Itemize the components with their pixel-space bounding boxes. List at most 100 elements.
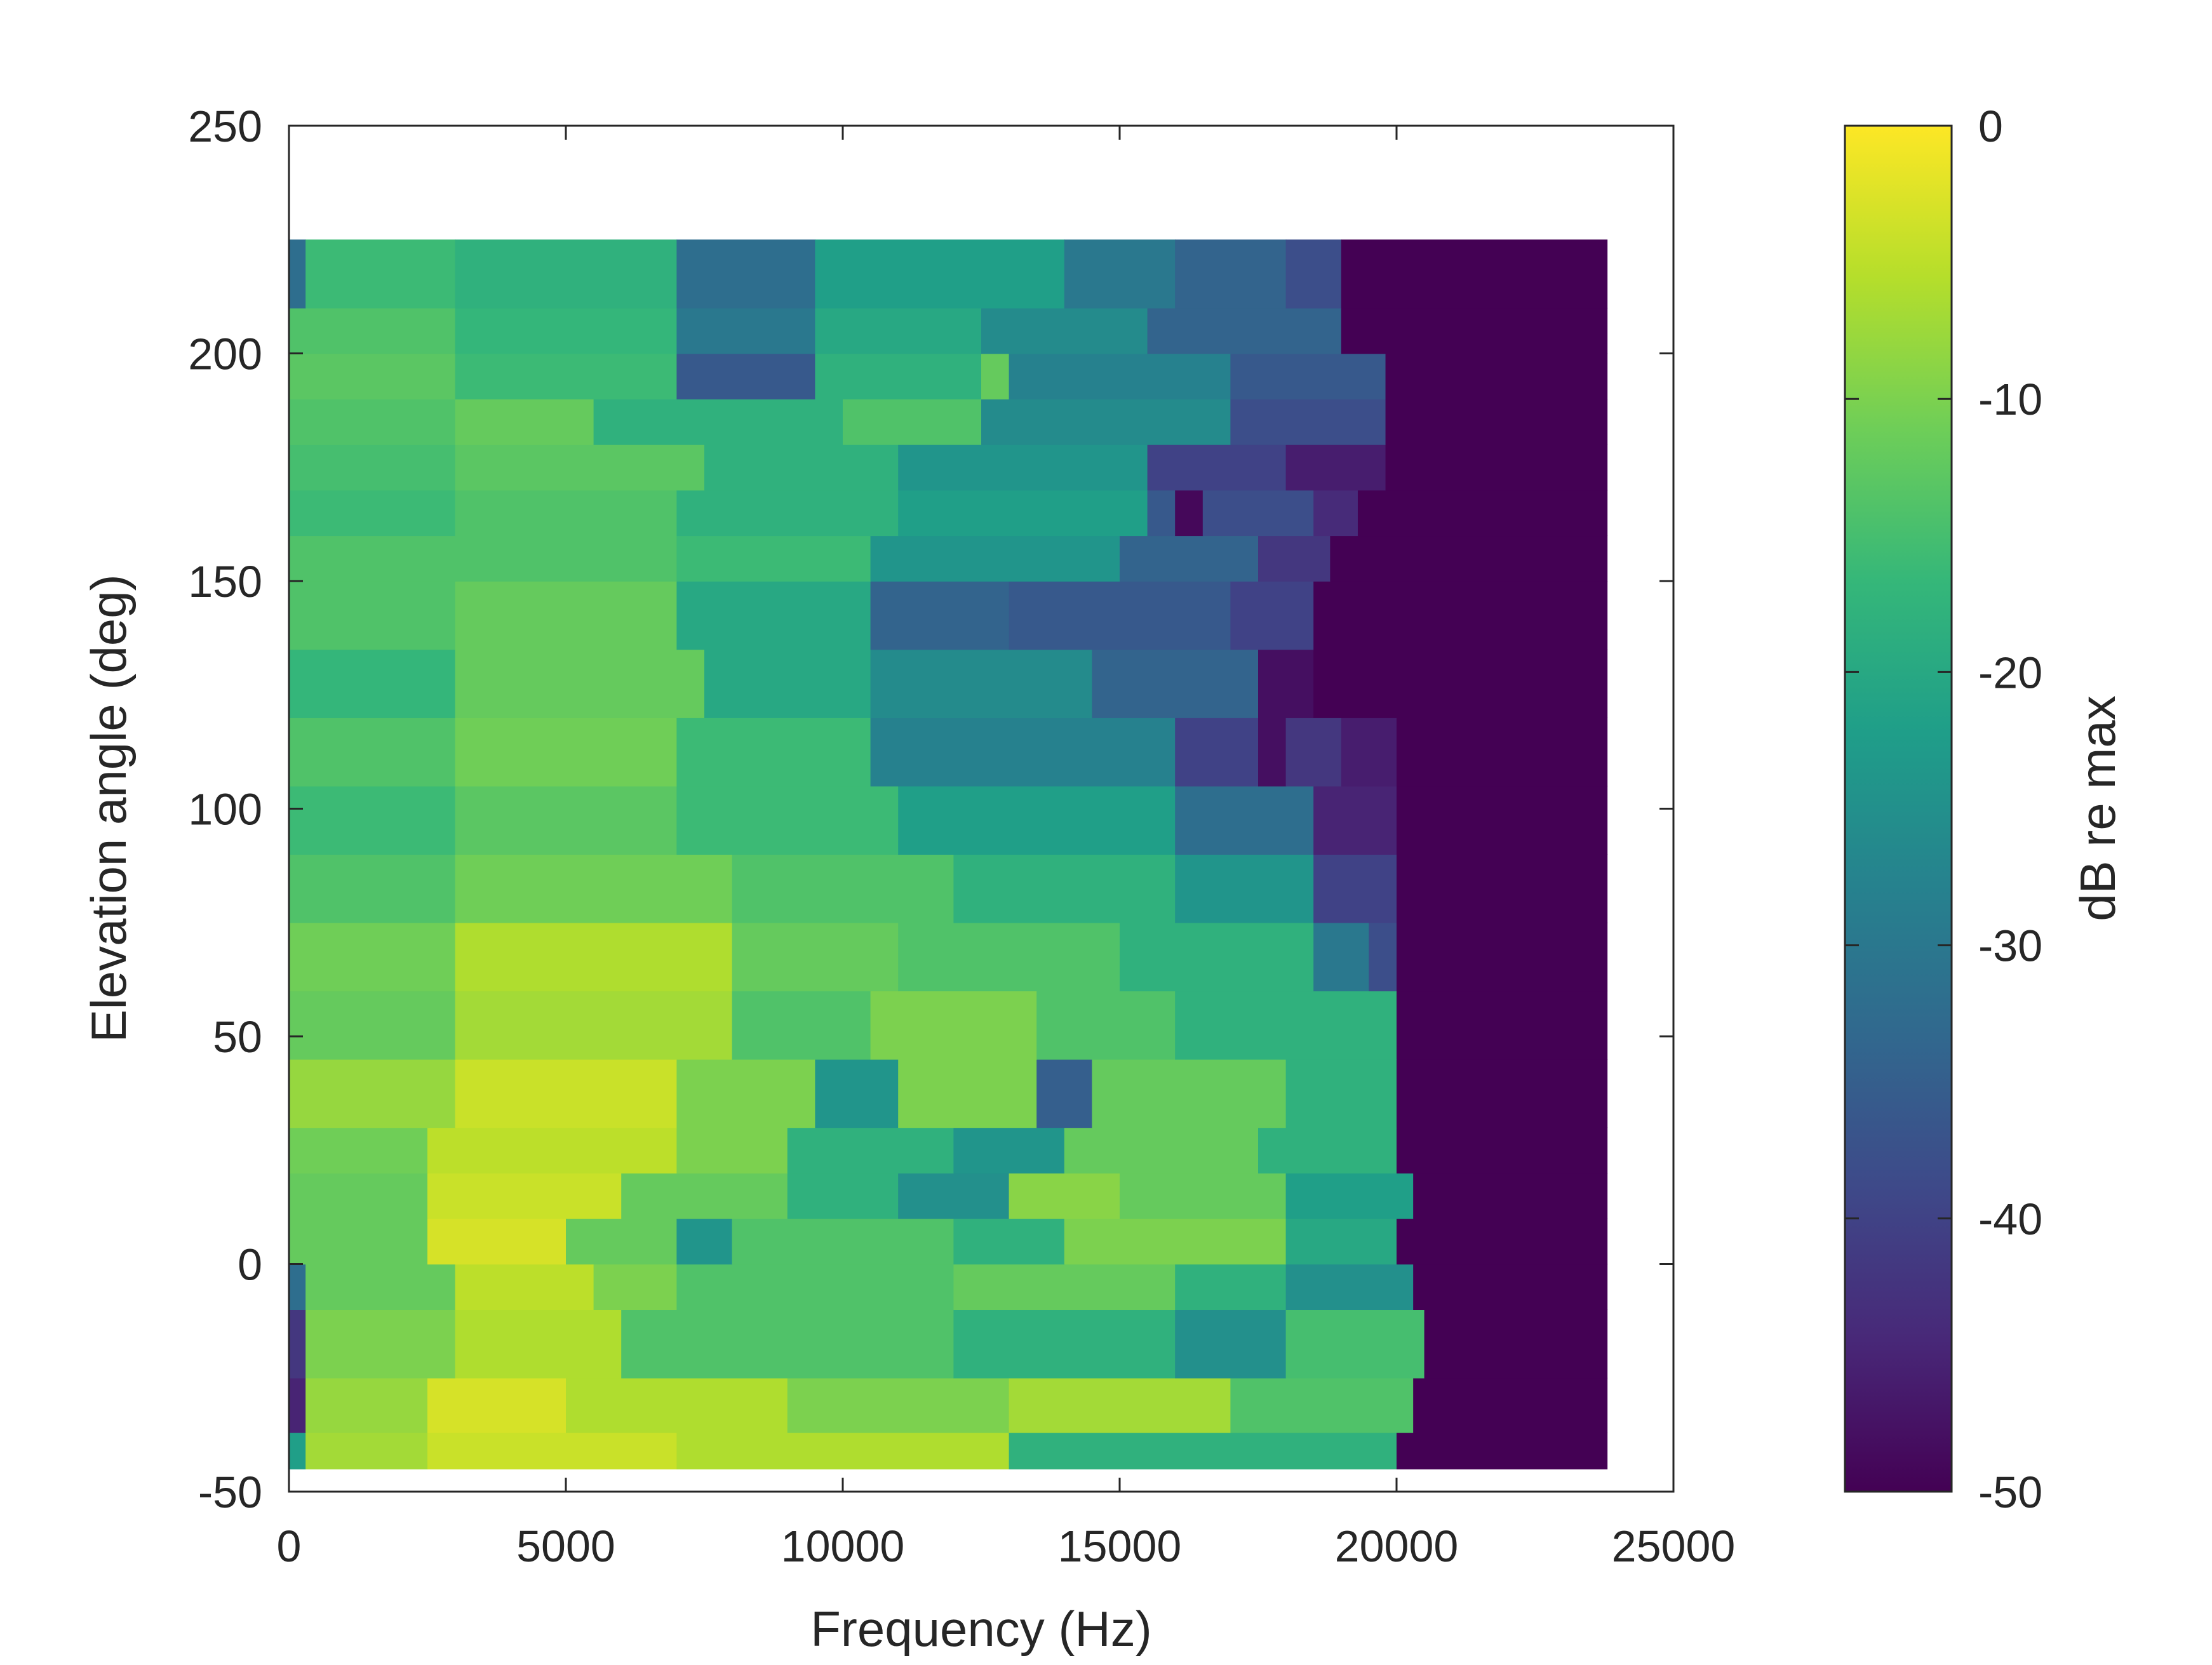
heatmap-cell [953, 1309, 1176, 1379]
heatmap-cell [1285, 1264, 1414, 1310]
heatmap-cell [843, 399, 982, 445]
heatmap-cell [1397, 786, 1608, 855]
heatmap-cell [815, 1059, 899, 1128]
heatmap-cell [676, 239, 816, 309]
heatmap-cell [1285, 1173, 1414, 1219]
colorbar [1844, 124, 1953, 1493]
heatmap-cell [455, 1309, 622, 1379]
heatmap-cell [1092, 1059, 1287, 1128]
heatmap-cell [455, 649, 705, 718]
heatmap-cell [898, 1059, 1037, 1128]
y-tick-label: 0 [238, 1240, 262, 1290]
heatmap-cell [1147, 490, 1176, 537]
x-axis: 0 5000 10000 15000 20000 25000 [277, 126, 1736, 1571]
heatmap-cell [1285, 1059, 1397, 1128]
heatmap-cell [289, 307, 456, 354]
heatmap-cell [1330, 535, 1608, 582]
x-tick-label: 10000 [781, 1521, 905, 1571]
heatmap-cell [676, 535, 871, 582]
heatmap-cell [593, 1264, 678, 1310]
heatmap-cell [1397, 991, 1608, 1060]
heatmap-cell [1064, 1218, 1287, 1265]
heatmap-cell [870, 581, 1010, 650]
heatmap-cell [1009, 1377, 1231, 1433]
heatmap-cell [870, 991, 1037, 1060]
heatmap-cell [1341, 307, 1608, 354]
heatmap-cell [1397, 1218, 1608, 1265]
heatmap-cell [676, 786, 899, 855]
heatmap-cell [1175, 239, 1287, 309]
heatmap-cell [898, 922, 1120, 992]
x-axis-title: Frequency (Hz) [810, 1601, 1151, 1657]
heatmap-cell [455, 581, 678, 650]
heatmap-cell [455, 922, 733, 992]
heatmap-cell [676, 1432, 1010, 1469]
colorbar-title: dB re max [2070, 695, 2126, 921]
heatmap-cell [1202, 490, 1314, 537]
heatmap-cell [1424, 1309, 1608, 1379]
y-axis-title: Elevation angle (deg) [81, 574, 137, 1042]
heatmap-cell [676, 1264, 955, 1310]
colorbar-axis: 0 -10 -20 -30 -40 -50 [1845, 102, 2042, 1517]
heatmap-cell [455, 1264, 594, 1310]
heatmap-cell [289, 649, 456, 718]
heatmap-cell [676, 490, 899, 537]
heatmap-cell [981, 399, 1231, 445]
colorbar-tick-label: -30 [1978, 921, 2042, 971]
heatmap-cell [815, 307, 982, 354]
heatmap-cell [1147, 444, 1287, 491]
y-tick-label: 250 [188, 102, 262, 151]
heatmap-cell [787, 1173, 899, 1219]
heatmap-cell [427, 1432, 678, 1469]
heatmap-cell [566, 1218, 678, 1265]
heatmap-cell [1313, 854, 1397, 923]
heatmap-cell [305, 239, 456, 309]
heatmap-cell [1120, 922, 1314, 992]
colorbar-tick-label: -40 [1978, 1194, 2042, 1244]
heatmap-cell [289, 1309, 306, 1379]
heatmap-cell [787, 1127, 955, 1174]
y-axis: -50 0 50 100 150 200 250 [188, 102, 1673, 1517]
heatmap-cell [427, 1218, 566, 1265]
heatmap-cell [1147, 307, 1342, 354]
heatmap-cell [455, 786, 678, 855]
heatmap-cells [289, 239, 1608, 1469]
heatmap-cell [732, 922, 899, 992]
heatmap-cell [1341, 718, 1397, 787]
heatmap-cell [289, 239, 306, 309]
heatmap-cell [455, 353, 678, 399]
heatmap-cell [1397, 922, 1608, 992]
heatmap-cell [305, 1432, 428, 1469]
heatmap-cell [289, 581, 456, 650]
heatmap-cell [1175, 786, 1314, 855]
y-tick-label: 150 [188, 557, 262, 606]
heatmap-cell [1413, 1377, 1608, 1433]
heatmap-cell [870, 718, 1176, 787]
heatmap-cell [1120, 535, 1259, 582]
heatmap-cell [1413, 1264, 1608, 1310]
heatmap-cell [1341, 239, 1608, 309]
heatmap-cell [289, 353, 456, 399]
heatmap-cell [898, 786, 1176, 855]
heatmap-cell [1064, 239, 1176, 309]
heatmap-cell [455, 239, 678, 309]
heatmap-cell [870, 649, 1093, 718]
heatmap-cell [1357, 490, 1608, 537]
heatmap-cell [1175, 991, 1397, 1060]
heatmap-cell [787, 1377, 1010, 1433]
y-tick-label: 100 [188, 785, 262, 834]
heatmap-cell [455, 535, 678, 582]
heatmap-cell [981, 353, 1010, 399]
heatmap-cell [1175, 718, 1259, 787]
heatmap-cell [455, 307, 678, 354]
y-tick-label: -50 [198, 1468, 262, 1517]
heatmap-cell [1285, 239, 1342, 309]
heatmap-cell [305, 1377, 428, 1433]
heatmap-cell [289, 854, 456, 923]
heatmap-cell [1397, 854, 1608, 923]
x-tick-label: 25000 [1612, 1521, 1736, 1571]
heatmap-cell [427, 1377, 566, 1433]
x-tick-label: 20000 [1335, 1521, 1459, 1571]
